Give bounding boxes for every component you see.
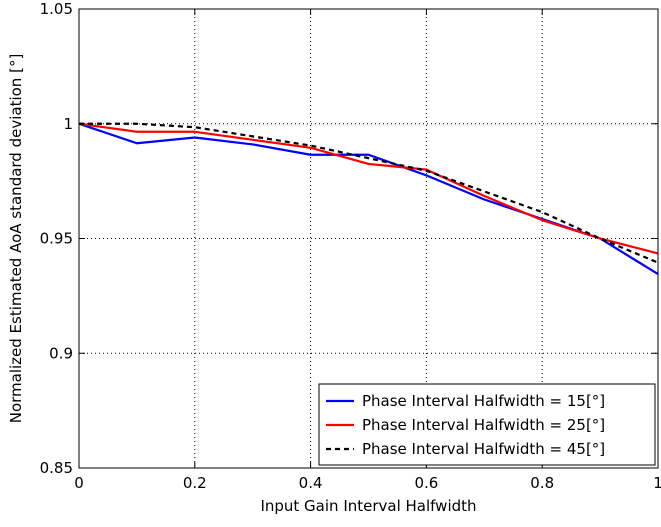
x-tick-label: 0.4 bbox=[299, 474, 323, 492]
legend-label-2: Phase Interval Halfwidth = 25[°] bbox=[362, 416, 605, 434]
x-tick-label: 1 bbox=[653, 474, 661, 492]
x-axis-label: Input Gain Interval Halfwidth bbox=[260, 497, 476, 515]
series-lines bbox=[78, 122, 659, 276]
x-tick-label: 0 bbox=[74, 474, 84, 492]
x-tick-label: 0.2 bbox=[183, 474, 207, 492]
x-tick-label: 0.8 bbox=[530, 474, 554, 492]
y-tick-label: 1 bbox=[63, 115, 73, 133]
legend-label-3: Phase Interval Halfwidth = 45[°] bbox=[362, 440, 605, 458]
y-axis-label: Normalized Estimated AoA standard deviat… bbox=[7, 54, 25, 424]
legend-box bbox=[318, 383, 656, 466]
y-tick-label: 1.05 bbox=[40, 0, 73, 18]
x-tick-label: 0.6 bbox=[414, 474, 438, 492]
legend-label-1: Phase Interval Halfwidth = 15[°] bbox=[362, 392, 605, 410]
series-line-3 bbox=[79, 122, 659, 264]
axis-ticks: 0 0.2 0.4 0.6 0.8 1 0.85 0.9 0.95 1 1.05 bbox=[40, 0, 661, 492]
y-tick-label: 0.85 bbox=[40, 459, 73, 477]
legend: Phase Interval Halfwidth = 15[°] Phase In… bbox=[318, 383, 656, 466]
grid bbox=[79, 9, 658, 468]
y-tick-label: 0.95 bbox=[40, 230, 73, 248]
y-tick-label: 0.9 bbox=[49, 344, 73, 362]
series-line-2 bbox=[78, 122, 659, 255]
